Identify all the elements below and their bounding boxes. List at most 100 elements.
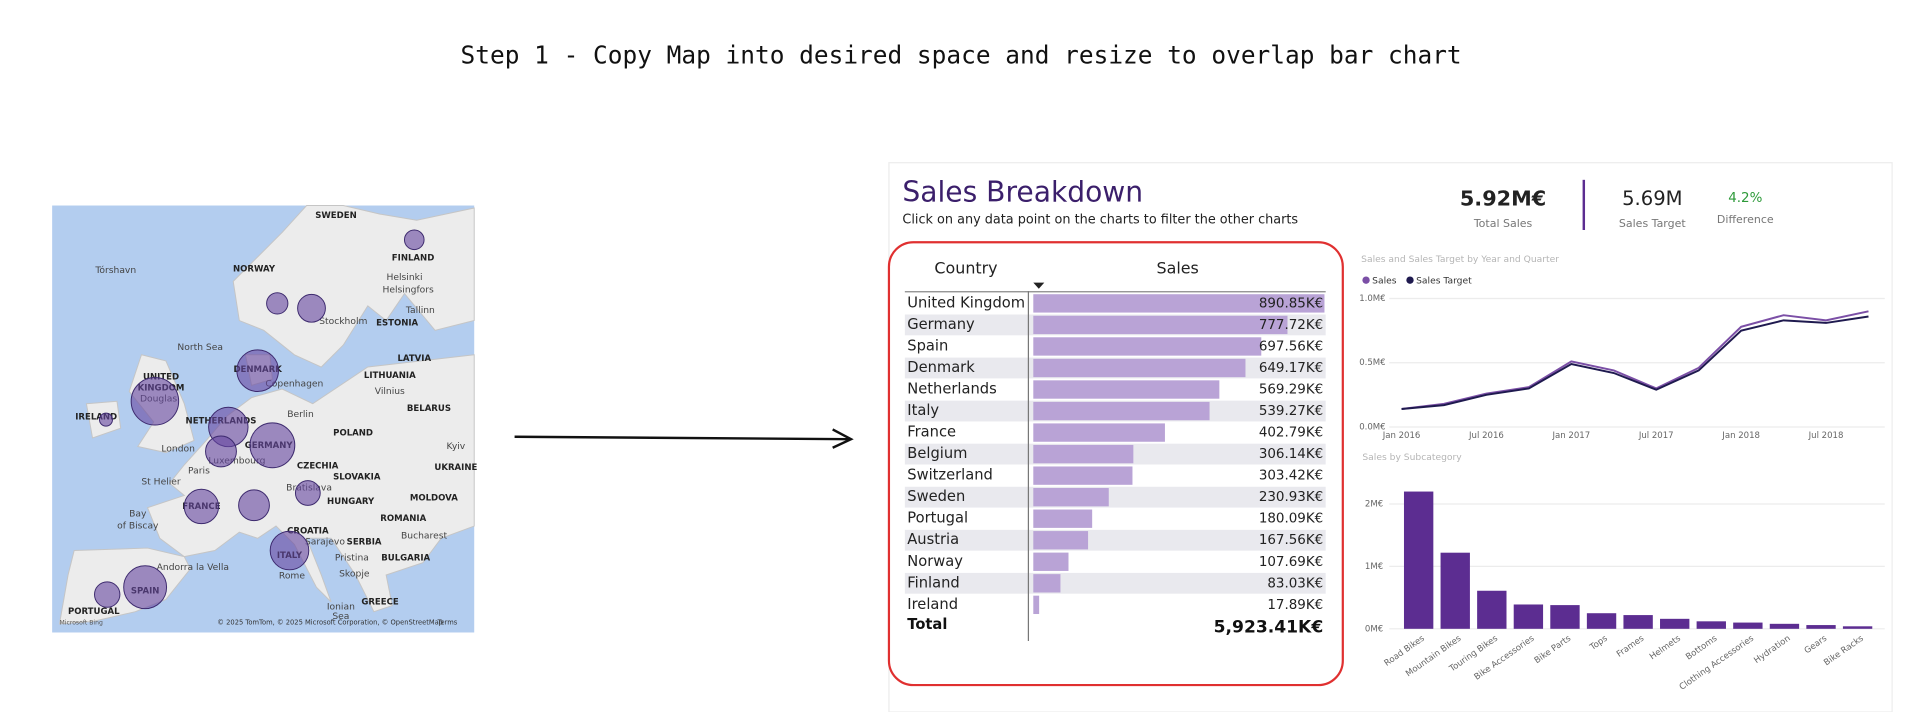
row-label[interactable]: United Kingdom xyxy=(907,294,1025,311)
data-bar[interactable] xyxy=(1033,574,1061,593)
row-label[interactable]: Austria xyxy=(907,531,959,548)
bar[interactable] xyxy=(1733,622,1763,629)
row-label[interactable]: Denmark xyxy=(907,359,975,376)
map-bubble[interactable] xyxy=(236,349,279,392)
row-label[interactable]: Belgium xyxy=(907,445,967,462)
data-bar[interactable] xyxy=(1033,380,1220,399)
data-bar[interactable] xyxy=(1033,466,1133,485)
row-label[interactable]: Portugal xyxy=(907,510,968,527)
map-label: CROATIA xyxy=(287,526,329,536)
kpi-label: Total Sales xyxy=(1473,217,1533,230)
row-value: 303.42K€ xyxy=(1259,469,1323,484)
map-bubbles xyxy=(94,229,425,610)
row-label[interactable]: Finland xyxy=(907,574,959,591)
map-label: BELARUS xyxy=(407,404,451,414)
map-bubble[interactable] xyxy=(269,530,310,571)
arrow xyxy=(514,428,854,449)
row-label[interactable]: Switzerland xyxy=(907,467,993,484)
map-label: Rome xyxy=(279,571,305,582)
map-label: of Biscay xyxy=(117,521,159,532)
bar[interactable] xyxy=(1586,613,1617,629)
bar[interactable] xyxy=(1769,623,1800,629)
arrow-shaft xyxy=(514,435,850,441)
row-label[interactable]: Netherlands xyxy=(907,381,996,398)
map-bubble[interactable] xyxy=(294,480,321,506)
data-bar[interactable] xyxy=(1033,488,1109,507)
data-bar[interactable] xyxy=(1033,401,1210,421)
map-terms[interactable]: Terms xyxy=(437,619,458,627)
bar[interactable] xyxy=(1842,626,1873,629)
bar[interactable] xyxy=(1403,491,1434,629)
kpi-value: 4.2% xyxy=(1728,191,1762,206)
data-bar[interactable] xyxy=(1033,444,1134,464)
data-bar[interactable] xyxy=(1033,509,1093,528)
arrow-head xyxy=(832,428,854,449)
row-label[interactable]: Italy xyxy=(907,402,939,419)
data-bar[interactable] xyxy=(1033,595,1040,615)
row-value: 890.85K€ xyxy=(1259,296,1323,311)
bar[interactable] xyxy=(1550,605,1580,629)
data-bar[interactable] xyxy=(1033,552,1069,571)
y-tick-label: 0.5M€ xyxy=(1359,358,1385,368)
row-value: 539.27K€ xyxy=(1259,404,1323,419)
data-bar[interactable] xyxy=(1033,315,1288,335)
map-label: CZECHIA xyxy=(297,462,339,472)
map-bubble[interactable] xyxy=(249,422,296,469)
y-tick-label: 1.0M€ xyxy=(1359,294,1385,304)
map-attribution: © 2025 TomTom, © 2025 Microsoft Corporat… xyxy=(217,619,443,627)
x-tick-label: Jan 2016 xyxy=(1382,431,1421,441)
row-value: 83.03K€ xyxy=(1267,576,1323,591)
data-bar[interactable] xyxy=(1033,531,1089,550)
row-label[interactable]: France xyxy=(907,424,956,441)
map-bubble[interactable] xyxy=(205,435,237,468)
map-bubble[interactable] xyxy=(98,412,113,427)
map-label: GREECE xyxy=(361,597,399,607)
data-bar[interactable] xyxy=(1033,294,1325,313)
row-label[interactable]: Sweden xyxy=(907,488,965,505)
map-logo: Microsoft Bing xyxy=(59,620,103,627)
highlight-border xyxy=(887,241,1344,687)
map-label: Kyiv xyxy=(447,441,466,452)
legend-label[interactable]: Sales xyxy=(1372,275,1397,286)
map-bubble[interactable] xyxy=(183,488,220,525)
bar[interactable] xyxy=(1440,552,1470,629)
sort-indicator[interactable] xyxy=(1033,282,1045,289)
legend-marker[interactable] xyxy=(1362,276,1370,284)
data-bar[interactable] xyxy=(1033,337,1262,356)
map: SWEDEN FINLAND NORWAY Tórshavn HelsinkiHelsi… xyxy=(52,205,477,633)
legend-label[interactable]: Sales Target xyxy=(1416,275,1472,286)
map-label: LATVIA xyxy=(397,354,431,364)
row-label[interactable]: Spain xyxy=(907,337,948,354)
line-series[interactable] xyxy=(1401,315,1869,410)
map-bubble[interactable] xyxy=(297,293,326,323)
map-label: London xyxy=(161,443,195,454)
kpi-label: Sales Target xyxy=(1619,217,1686,230)
bar[interactable] xyxy=(1660,618,1690,629)
map-label: NORWAY xyxy=(233,265,276,275)
map-bubble[interactable] xyxy=(403,229,425,251)
map-label: Vilnius xyxy=(375,386,405,397)
total-label: Total xyxy=(907,616,947,633)
data-bar[interactable] xyxy=(1033,358,1246,378)
row-label[interactable]: Germany xyxy=(907,316,975,333)
row-value: 180.09K€ xyxy=(1259,512,1323,527)
row-value: 697.56K€ xyxy=(1259,339,1323,354)
row-label[interactable]: Norway xyxy=(907,553,963,570)
map-label: UNITED xyxy=(143,372,179,382)
row-value: 230.93K€ xyxy=(1259,490,1323,505)
map-bubble[interactable] xyxy=(238,489,270,522)
data-bar[interactable] xyxy=(1033,423,1165,442)
map-label: Paris xyxy=(188,465,210,476)
line-series[interactable] xyxy=(1401,310,1869,410)
bar[interactable] xyxy=(1513,604,1544,629)
map-bubble[interactable] xyxy=(94,581,121,608)
row-label[interactable]: Ireland xyxy=(907,596,958,613)
legend-marker[interactable] xyxy=(1406,276,1414,284)
map-bubble[interactable] xyxy=(123,565,168,610)
bar[interactable] xyxy=(1623,615,1653,629)
map-bubble[interactable] xyxy=(130,377,180,426)
bar[interactable] xyxy=(1806,625,1836,629)
map-bubble[interactable] xyxy=(266,292,289,315)
bar[interactable] xyxy=(1477,590,1507,629)
bar[interactable] xyxy=(1696,621,1726,629)
